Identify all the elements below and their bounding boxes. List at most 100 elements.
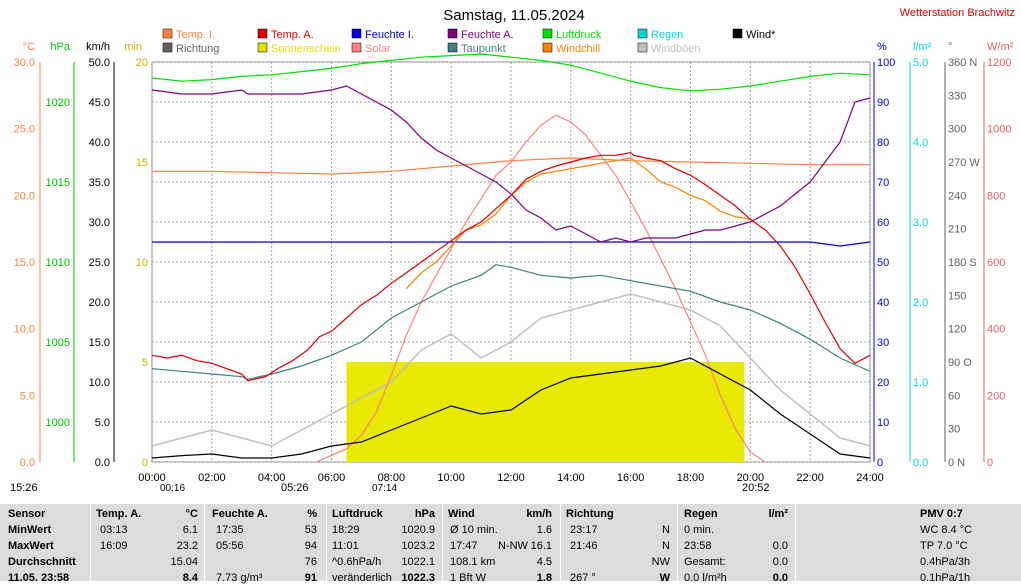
legend-label: Windchill	[556, 43, 600, 55]
rain-tick-label: 3.0	[913, 217, 928, 229]
table-separator	[677, 504, 678, 581]
sunshine-bar	[346, 362, 745, 462]
table-cell: 8.4	[182, 572, 198, 584]
hum-tick-label: 10	[877, 417, 889, 429]
table-cell: NW	[651, 556, 670, 568]
table-cell: Ø 10 min.	[450, 524, 498, 536]
press-axis-unit: hPa	[50, 41, 70, 53]
wind-tick-label: 10.0	[89, 377, 110, 389]
table-cell: 1.6	[536, 524, 552, 536]
table-cell: 15.04	[170, 556, 198, 568]
hum-tick-label: 50	[877, 257, 889, 269]
table-cell: 1022.1	[401, 556, 435, 568]
table-cell: 0.0	[772, 540, 788, 552]
dir-tick-label: 30	[948, 424, 960, 436]
table-cell: 17:47	[450, 540, 478, 552]
x-tick-label: 24:00	[856, 472, 884, 484]
table-cell: 03:13	[100, 524, 128, 536]
table-cell: MinWert	[8, 524, 52, 536]
table-cell: N	[662, 524, 670, 536]
legend-swatch	[162, 42, 173, 53]
dir-tick-label: 270 W	[948, 157, 980, 169]
weather-chart: 00:00 02:00 04:00 06:00 08:00 10:00 12:00 14:00…	[10, 7, 1015, 494]
x-tick-label: 14:00	[557, 472, 585, 484]
dir-tick-label: 300	[948, 124, 966, 136]
wind-tick-label: 0.0	[95, 457, 110, 469]
table-cell: 94	[304, 540, 317, 552]
table-separator	[560, 504, 561, 581]
table-cell: 18:29	[332, 524, 360, 536]
temp-tick-label: 10.0	[14, 324, 35, 336]
rain-tick-label: 4.0	[913, 137, 928, 149]
wind-tick-label: 5.0	[95, 417, 110, 429]
x-tick-label: 18:00	[677, 472, 705, 484]
table-cell: Durchschnitt	[8, 556, 76, 568]
legend-label: Wind*	[746, 29, 776, 41]
series-line-wind-	[151, 357, 871, 459]
x-tick-label: 06:00	[318, 472, 346, 484]
hum-tick-label: 30	[877, 337, 889, 349]
series-line-windb-en	[151, 293, 871, 447]
dir-tick-label: 120	[948, 324, 966, 336]
legend-swatch	[542, 28, 553, 39]
table-cell: Luftdruck	[332, 508, 383, 520]
sun-tick-label: 0	[142, 457, 148, 469]
table-cell: WC 8.4 °C	[920, 524, 973, 536]
hum-tick-label: 80	[877, 137, 889, 149]
moonset-label: 00:16	[160, 483, 185, 494]
legend-label: Feuchte I.	[365, 29, 414, 41]
table-separator	[795, 504, 796, 581]
rain-tick-label: 5.0	[913, 57, 928, 69]
legend-swatch	[447, 28, 458, 39]
sun-axis-unit: min	[124, 41, 142, 53]
table-cell: 0 min.	[684, 524, 714, 536]
dir-tick-label: 330	[948, 90, 966, 102]
table-cell: 11:01	[332, 540, 359, 552]
hum-tick-label: 20	[877, 377, 889, 389]
legend-label: Luftdruck	[556, 29, 602, 41]
series-line-luftdruck	[151, 53, 871, 92]
sun-tick-label: 15	[136, 157, 148, 169]
solar-tick-label: 800	[987, 190, 1005, 202]
rain-axis-unit: l/m²	[913, 41, 932, 53]
civil-twilight-label: 07:14	[372, 483, 397, 494]
table-cell: 16.1	[530, 540, 552, 552]
press-tick-label: 1020	[46, 97, 70, 109]
dir-axis-unit: °	[948, 41, 952, 53]
legend-label: Feuchte A.	[461, 29, 514, 41]
temp-tick-label: 0.0	[20, 457, 35, 469]
dir-tick-label: 90 O	[948, 357, 972, 369]
wind-tick-label: 40.0	[89, 137, 110, 149]
temp-axis-unit: °C	[23, 41, 35, 53]
table-cell: 4.5	[536, 556, 552, 568]
x-tick-label: 20:00	[737, 472, 765, 484]
table-cell: 23.2	[176, 540, 198, 552]
table-cell: 16:09	[100, 540, 128, 552]
series-line-feuchte-a-	[151, 85, 871, 243]
table-cell: TP 7.0 °C	[920, 540, 968, 552]
legend-label: Temp. A.	[271, 29, 314, 41]
series-lines	[151, 53, 871, 463]
press-tick-label: 1010	[46, 257, 70, 269]
station-name: Wetterstation Brachwitz	[900, 7, 1015, 19]
solar-tick-label: 200	[987, 390, 1005, 402]
rain-tick-label: 0.0	[913, 457, 928, 469]
table-cell: 17:35	[216, 524, 244, 536]
wind-tick-label: 45.0	[89, 97, 110, 109]
table-cell: 91	[304, 572, 317, 584]
temp-tick-label: 20.0	[14, 190, 35, 202]
table-cell: 0.0	[772, 572, 788, 584]
solar-tick-label: 0	[987, 457, 993, 469]
table-separator	[442, 504, 443, 581]
legend-label: Solar	[365, 43, 391, 55]
table-cell: 21:46	[570, 540, 598, 552]
legend-swatch	[542, 42, 553, 53]
table-cell: 108.1 km	[450, 556, 496, 568]
solar-tick-label: 400	[987, 324, 1005, 336]
legend-swatch	[637, 28, 648, 39]
legend-swatch	[257, 42, 268, 53]
wind-tick-label: 20.0	[89, 297, 110, 309]
stats-table	[0, 504, 1021, 581]
x-tick-label: 10:00	[437, 472, 465, 484]
wind-tick-label: 15.0	[89, 337, 110, 349]
